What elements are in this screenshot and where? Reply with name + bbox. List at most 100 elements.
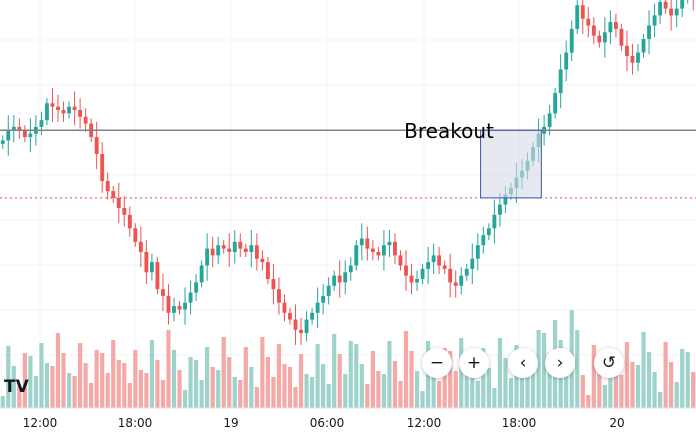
candle [243,243,248,258]
volume-bar [525,368,530,408]
volume-bar [508,378,514,408]
candle [288,307,292,325]
candle-body [205,248,210,266]
candle [663,0,668,14]
candle-body [210,248,215,256]
candle-body [497,204,502,215]
volume-bar [497,338,503,408]
candle [448,253,453,298]
candle-body [348,265,353,273]
candle-body [354,245,359,266]
candle-body [586,18,591,26]
candle-body [172,306,176,313]
candle [238,233,243,258]
volume-bar [481,348,486,408]
volume-bar [602,385,607,408]
breakout-label[interactable]: Breakout [404,119,494,143]
candle-body [376,251,381,256]
candle-body [277,289,281,303]
candle [492,199,497,244]
volume-bar [630,362,635,408]
candle-body [652,15,657,26]
candle-body [249,245,254,252]
candle-body [381,245,386,256]
candle [442,260,447,274]
candle [177,300,182,315]
scroll-right-button[interactable]: › [545,348,575,378]
volume-bar [448,351,453,408]
candle-body [575,5,580,29]
volume-bar [337,354,342,408]
volume-bar [89,383,94,408]
candle [277,277,281,315]
candle [354,240,359,271]
candle [155,257,160,295]
candle [116,182,121,224]
candle-body [6,130,11,141]
volume-bar [44,363,50,408]
volume-bar [55,333,61,408]
volume-bar [680,349,685,408]
volume-bar [359,364,364,408]
candle-body [28,133,33,138]
volume-bar [171,350,177,408]
volume-bar [304,374,309,408]
x-axis-tick-label: 18:00 [118,416,153,430]
tradingview-logo-icon[interactable]: TV [4,376,34,398]
candle [282,294,287,322]
volume-bar [11,366,16,408]
chevron-right-icon: › [556,353,564,373]
scroll-left-button[interactable]: ‹ [508,348,538,378]
volume-bar [254,387,259,408]
volume-bar [657,392,663,408]
candle-body [238,241,243,249]
volume-bar [613,355,619,408]
volume-bars [0,310,696,408]
chart-grid [0,0,696,408]
volume-bar [216,370,221,408]
candle-body [332,275,337,286]
candle [359,223,364,261]
candle [315,287,320,329]
volume-bar [287,367,293,408]
candle-body [100,153,105,181]
candle [50,88,55,122]
volume-bar [6,346,11,408]
candle-body [315,302,320,313]
breakout-box[interactable] [480,129,542,199]
reset-chart-button[interactable]: ↺ [594,348,624,378]
volume-bar [624,342,630,408]
volume-bar [298,354,304,408]
candle [575,0,580,34]
candle [260,250,265,271]
candle-body [641,39,646,53]
volume-bar [282,364,287,408]
volume-bar [398,381,403,408]
candle [486,223,491,241]
candle [365,226,370,261]
zoom-out-button[interactable]: − [422,348,452,378]
candle-body [50,103,55,107]
candle-body [282,302,287,313]
volume-bar [326,384,331,408]
candle-body [448,268,453,283]
volume-bar [321,364,326,408]
candle [564,40,569,82]
candle-body [459,275,464,286]
candle [459,267,464,295]
x-axis: 12:00 18:00 19 06:00 12:00 18:00 20 [0,407,696,436]
candle-body [393,241,397,256]
volume-bar [221,337,226,408]
volume-bar [409,351,414,408]
candle [210,236,215,268]
zoom-in-button[interactable]: + [459,348,489,378]
volume-bar [652,372,657,408]
candle [613,13,618,38]
candle-body [94,137,99,154]
candle [61,101,66,122]
candle-body [663,1,668,9]
volume-bar [210,367,215,408]
candle [569,20,574,62]
